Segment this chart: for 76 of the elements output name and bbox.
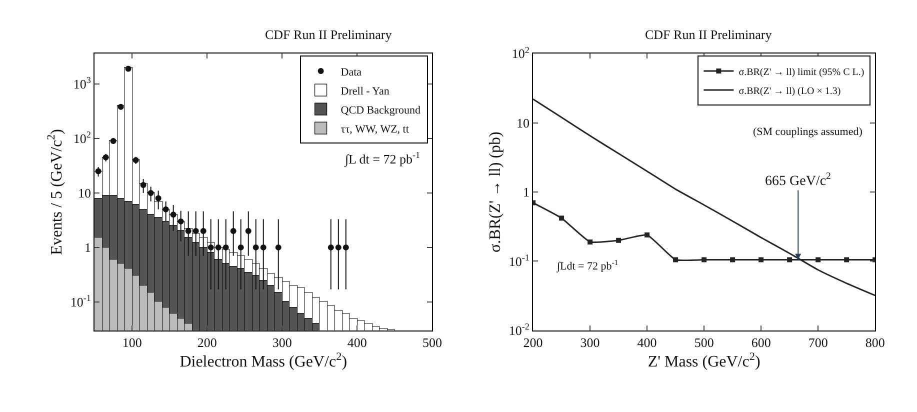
point [230, 228, 236, 234]
y-tick-label: 10$^{2}$ [512, 44, 530, 62]
legend-label: ττ, WW, WZ, tt [340, 123, 409, 136]
point [110, 138, 116, 144]
point [644, 232, 650, 238]
y-tick-label: 1 [522, 184, 530, 200]
x-tick-label: 300 [580, 335, 600, 350]
point [200, 228, 206, 234]
y-tick-label: 10$^{-1}$ [508, 252, 530, 269]
y-tick-label: 10$^{-2}$ [508, 322, 530, 338]
point [252, 244, 259, 250]
point [132, 157, 139, 164]
x-tick-label: 800 [865, 335, 885, 350]
point [192, 228, 199, 234]
annotation: (SM couplings assumed) [753, 126, 863, 138]
annotation: ∫L dt = 72 pb$^{-1}$ [344, 150, 420, 168]
point [118, 104, 124, 110]
y-tick-label: 10 [78, 186, 91, 200]
point [215, 244, 222, 250]
chart-title: CDF Run II Preliminary [265, 27, 392, 42]
point [335, 244, 342, 250]
point [328, 244, 334, 250]
point [102, 154, 109, 160]
y-tick-label: 1 [84, 240, 91, 255]
x-tick-label: 100 [122, 335, 142, 350]
point [702, 257, 707, 262]
point [208, 244, 214, 250]
x-tick-label: 500 [694, 335, 714, 350]
point [95, 168, 102, 174]
legend-label: QCD Background [340, 104, 422, 116]
x-tick-label: 400 [637, 335, 657, 350]
point [178, 218, 184, 224]
point [730, 257, 736, 262]
chart-title: CDF Run II Preliminary [645, 27, 772, 42]
point [238, 244, 244, 250]
point [588, 239, 593, 244]
x-axis-title: Z' Mass (GeV/c$^{2}$) [648, 351, 760, 371]
point [559, 216, 564, 221]
point [342, 244, 349, 250]
point [787, 257, 792, 262]
x-tick-label: 700 [808, 335, 828, 350]
point [140, 182, 146, 188]
point [222, 244, 229, 250]
x-tick-label: 200 [197, 335, 217, 350]
point [673, 257, 678, 262]
point [155, 195, 162, 202]
x-tick-label: 300 [272, 335, 292, 350]
x-tick-label: 200 [523, 335, 543, 350]
y-tick-label: 10$^{2}$ [73, 130, 92, 146]
annotation: 665 GeV/c$^{2}$ [765, 171, 832, 189]
point [844, 257, 850, 262]
y-tick-label: 10$^{3}$ [73, 75, 92, 92]
point [260, 244, 266, 250]
legend-label: Data [340, 66, 362, 78]
point [148, 190, 154, 196]
point [162, 206, 169, 212]
y-axis-title: σ.BR(Z' → ll) (pb) [486, 132, 504, 252]
line-series [533, 98, 876, 296]
x-tick-label: 400 [347, 335, 367, 350]
legend-label: σ.BR(Z' → ll) limit (95% C L.) [738, 66, 864, 78]
point [245, 228, 252, 234]
annotation: ∫Ldt = 72 pb$^{-1}$ [556, 258, 618, 273]
x-axis-title: Dielectron Mass (GeV/c$^{2}$) [180, 351, 348, 371]
legend-label: Drell - Yan [340, 85, 390, 98]
point [616, 238, 622, 243]
point [758, 257, 764, 262]
point [125, 66, 132, 72]
point [185, 228, 192, 234]
y-tick-label: 10$^{-1}$ [70, 293, 91, 310]
y-tick-label: 10 [516, 115, 530, 130]
legend-label: σ.BR(Z' → ll) (LO × 1.3) [738, 86, 841, 97]
point [275, 244, 282, 250]
x-tick-label: 500 [422, 335, 442, 350]
point [816, 257, 821, 262]
point [170, 212, 176, 218]
x-tick-label: 600 [751, 335, 771, 350]
